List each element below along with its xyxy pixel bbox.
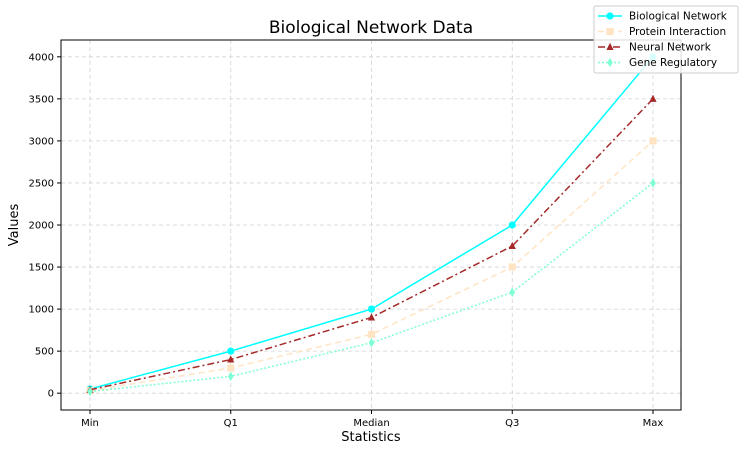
data-point bbox=[227, 364, 235, 372]
data-point bbox=[367, 313, 376, 321]
data-point bbox=[509, 287, 516, 298]
legend-swatch-marker bbox=[606, 27, 614, 36]
data-point bbox=[650, 178, 656, 188]
axis-ticks: Min Q1 Median Q3 Max 0 500 1000 1500 2000 2500 3000… bbox=[29, 52, 664, 429]
legend: Biological Network Protein Interaction Neu… bbox=[593, 5, 739, 74]
y-tick-label: 500 bbox=[35, 347, 54, 358]
data-point bbox=[367, 330, 376, 338]
legend-swatch-marker bbox=[606, 12, 614, 20]
x-tick-label: Median bbox=[353, 418, 389, 429]
y-tick-label: 2500 bbox=[29, 178, 54, 189]
y-tick-label: 1500 bbox=[29, 263, 54, 274]
data-point bbox=[227, 347, 235, 355]
legend-item: Neural Network bbox=[598, 42, 712, 54]
x-tick-label: Q1 bbox=[224, 418, 238, 429]
y-tick-label: 1000 bbox=[29, 305, 54, 316]
legend-swatch-marker bbox=[606, 42, 614, 50]
x-tick-label: Max bbox=[643, 418, 664, 429]
legend-label: Gene Regulatory bbox=[629, 57, 717, 69]
data-point bbox=[508, 263, 516, 271]
legend-box bbox=[593, 5, 739, 74]
data-point bbox=[368, 337, 375, 348]
y-tick-label: 0 bbox=[48, 389, 54, 400]
data-point bbox=[649, 137, 657, 145]
series-gene-regulatory bbox=[87, 178, 656, 397]
data-point bbox=[87, 386, 93, 397]
chart-title: Biological Network Data bbox=[269, 18, 473, 38]
legend-label: Biological Network bbox=[629, 11, 728, 23]
legend-item: Gene Regulatory bbox=[598, 57, 717, 69]
legend-item: Protein Interaction bbox=[598, 26, 726, 38]
x-tick-label: Q3 bbox=[505, 418, 519, 429]
y-tick-label: 3000 bbox=[29, 136, 54, 147]
y-axis-title: Values bbox=[7, 204, 22, 247]
legend-item: Biological Network bbox=[598, 11, 728, 23]
series-group bbox=[86, 53, 657, 397]
y-tick-label: 3500 bbox=[29, 94, 54, 105]
data-point bbox=[508, 221, 516, 229]
data-point bbox=[367, 305, 376, 313]
data-point bbox=[649, 94, 657, 102]
data-point bbox=[508, 241, 516, 250]
legend-swatch-marker bbox=[607, 57, 613, 68]
y-tick-label: 2000 bbox=[29, 221, 54, 232]
series-line bbox=[89, 140, 654, 392]
x-tick-label: Min bbox=[81, 418, 99, 429]
legend-label: Protein Interaction bbox=[629, 26, 726, 38]
y-tick-label: 4000 bbox=[29, 52, 54, 63]
x-axis-title: Statistics bbox=[341, 430, 401, 445]
data-point bbox=[227, 371, 234, 382]
legend-label: Neural Network bbox=[629, 42, 712, 54]
grid bbox=[61, 40, 681, 410]
data-point bbox=[227, 355, 235, 363]
